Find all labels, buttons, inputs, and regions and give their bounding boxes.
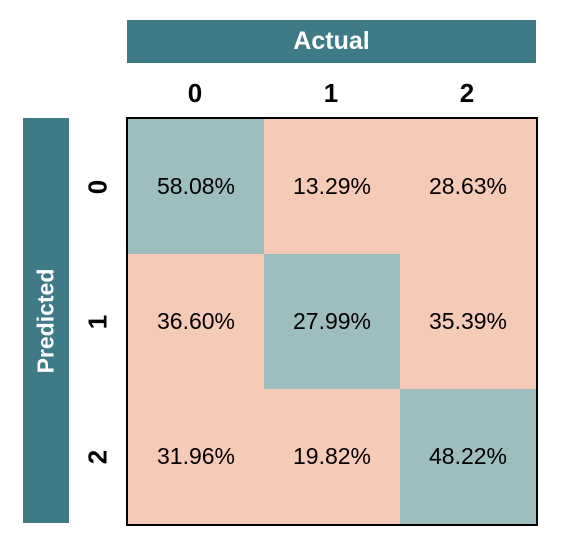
row-label-2: 2: [76, 389, 120, 525]
matrix-cell-1-0: 36.60%: [128, 254, 264, 389]
matrix-cell-2-1: 19.82%: [264, 389, 400, 524]
row-label-1-text: 1: [83, 315, 114, 329]
matrix-cell-1-1: 27.99%: [264, 254, 400, 389]
matrix-cell-0-0: 58.08%: [128, 119, 264, 254]
row-label-1: 1: [76, 254, 120, 390]
row-label-2-text: 2: [83, 450, 114, 464]
actual-axis-title-text: Actual: [293, 27, 369, 56]
actual-axis-title: Actual: [127, 20, 536, 63]
confusion-matrix: 58.08% 13.29% 28.63% 36.60% 27.99% 35.39% 31.9…: [126, 117, 538, 526]
row-label-0: 0: [76, 119, 120, 255]
matrix-cell-2-2: 48.22%: [400, 389, 536, 524]
matrix-cell-0-1: 13.29%: [264, 119, 400, 254]
predicted-axis-title-text: Predicted: [33, 268, 60, 373]
row-label-0-text: 0: [83, 180, 114, 194]
column-label-2: 2: [399, 76, 535, 110]
matrix-cell-1-2: 35.39%: [400, 254, 536, 389]
matrix-cell-0-2: 28.63%: [400, 119, 536, 254]
predicted-axis-title: Predicted: [23, 118, 69, 523]
column-label-1: 1: [263, 76, 399, 110]
matrix-cell-2-0: 31.96%: [128, 389, 264, 524]
column-label-0: 0: [127, 76, 263, 110]
